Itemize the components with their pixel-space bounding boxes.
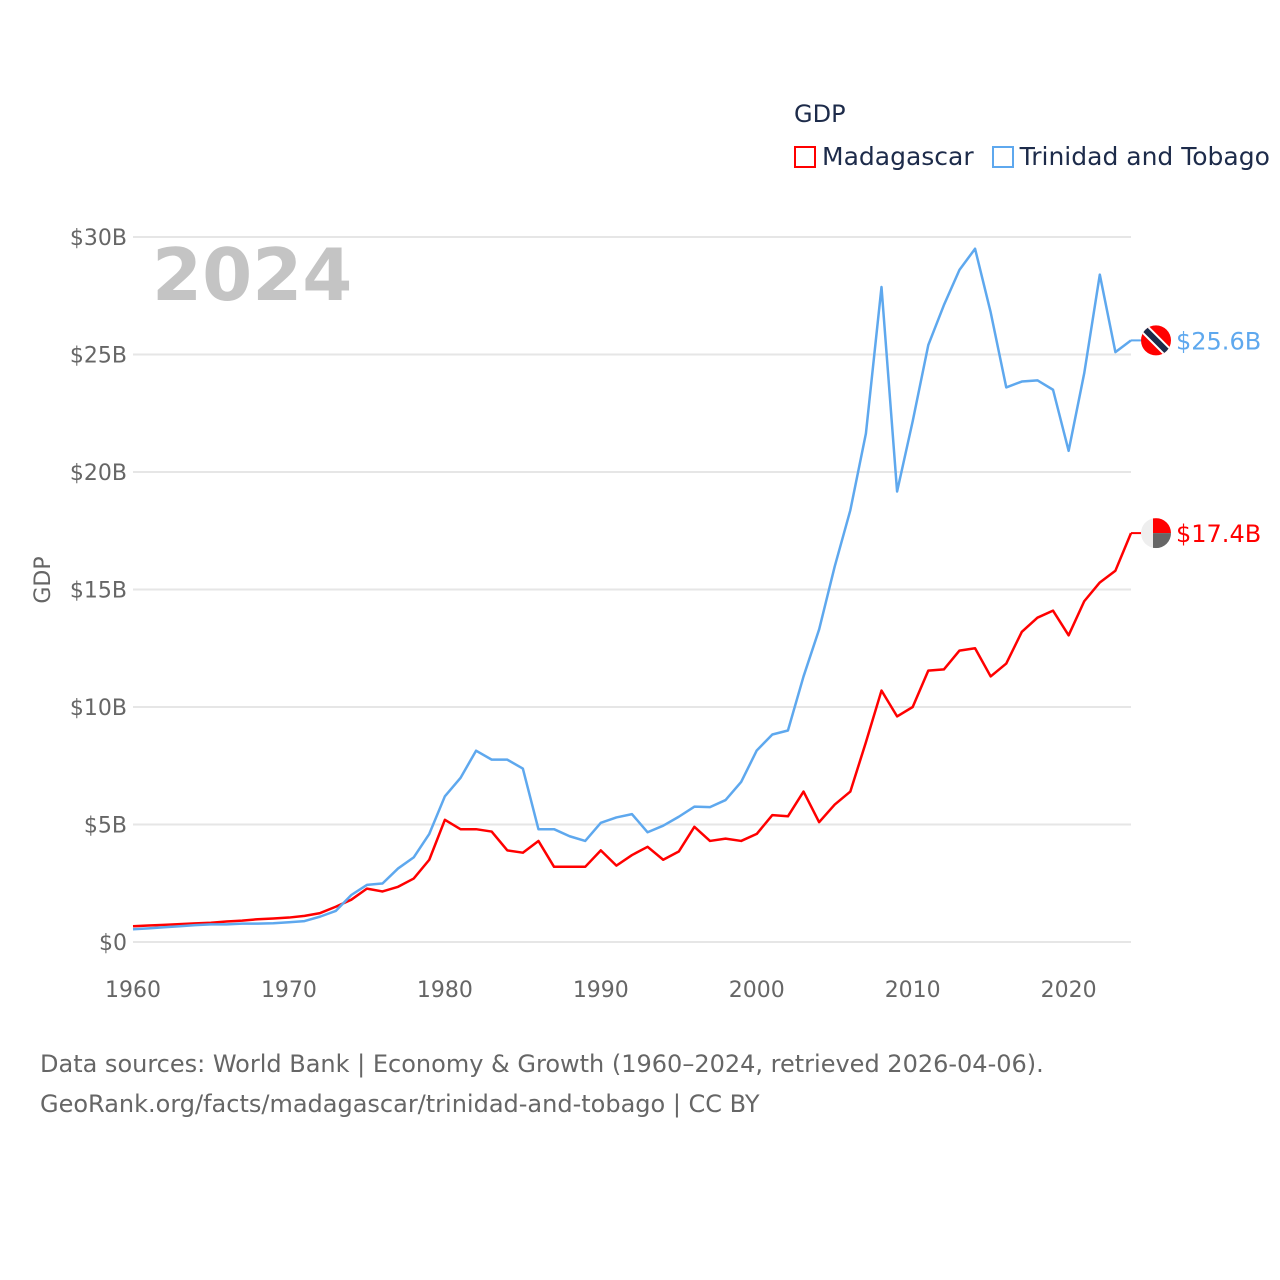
x-tick-label: 1990 xyxy=(573,978,629,1003)
legend: Madagascar Trinidad and Tobago xyxy=(794,142,1270,171)
source-note: Data sources: World Bank | Economy & Gro… xyxy=(40,1044,1044,1124)
x-tick-label: 2010 xyxy=(885,978,941,1003)
y-tick-label: $10B xyxy=(70,696,127,721)
legend-label: Trinidad and Tobago xyxy=(1019,142,1270,171)
source-line: Data sources: World Bank | Economy & Gro… xyxy=(40,1050,1044,1078)
year-watermark: 2024 xyxy=(152,233,352,317)
legend-label: Madagascar xyxy=(822,142,974,171)
end-value-label: $25.6B xyxy=(1176,327,1261,355)
legend-swatch xyxy=(794,145,816,168)
x-tick-label: 1980 xyxy=(417,978,473,1003)
legend-title: GDP xyxy=(794,100,846,128)
series-line-trinidad-and-tobago xyxy=(132,247,1132,931)
source-link[interactable]: GeoRank.org/facts/madagascar/trinidad-an… xyxy=(40,1090,760,1118)
y-tick-label: $30B xyxy=(70,226,127,251)
flag-black xyxy=(1141,325,1171,356)
flag-green xyxy=(1153,533,1171,549)
y-tick-label: $0 xyxy=(99,931,127,956)
y-tick-label: $5B xyxy=(84,814,127,839)
y-tick-label: $15B xyxy=(70,579,127,604)
series-line-madagascar xyxy=(132,532,1133,928)
end-value-label: $17.4B xyxy=(1176,520,1261,548)
trinidad-flag-icon xyxy=(1141,325,1171,356)
legend-item-madagascar[interactable]: Madagascar xyxy=(794,142,974,171)
madagascar-flag-icon xyxy=(1141,518,1171,549)
legend-swatch xyxy=(991,145,1014,168)
y-axis-label: GDP xyxy=(31,556,56,603)
y-tick-label: $20B xyxy=(70,461,127,486)
x-tick-label: 2000 xyxy=(729,978,785,1003)
legend-item-trinidad-and-tobago[interactable]: Trinidad and Tobago xyxy=(991,142,1270,171)
x-tick-label: 2020 xyxy=(1041,978,1097,1003)
x-tick-label: 1970 xyxy=(261,978,317,1003)
flag-red xyxy=(1153,518,1171,534)
y-tick-label: $25B xyxy=(70,344,127,369)
x-tick-label: 1960 xyxy=(105,978,161,1003)
